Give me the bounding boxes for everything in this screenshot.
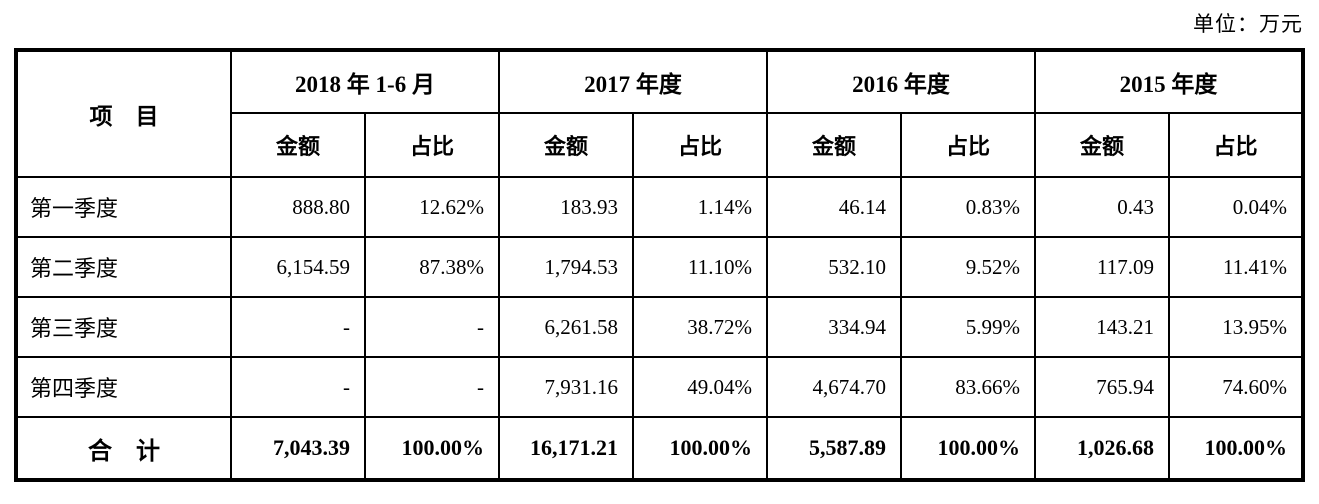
amount-cell: 1,026.68 [1034,416,1171,481]
amount-cell: 7,931.16 [498,356,635,418]
row-label-total: 合 计 [15,416,232,481]
sub-header-ratio-2015: 占比 [1168,112,1305,178]
ratio-cell: 100.00% [1168,416,1305,481]
table-row-q2: 第二季度 6,154.59 87.38% 1,794.53 11.10% 532… [15,236,1305,298]
header-row-subcolumns: 金额 占比 金额 占比 金额 占比 金额 占比 [16,112,1305,178]
amount-cell: - [230,296,366,358]
ratio-cell: 11.41% [1168,236,1305,298]
col-group-2016-header: 2016 年度 [766,49,1037,114]
ratio-cell: 100.00% [900,416,1037,481]
ratio-cell: 49.04% [632,356,769,418]
ratio-cell: 87.38% [363,236,501,298]
amount-cell: 7,043.39 [230,416,366,481]
row-label-q4: 第四季度 [15,356,232,418]
amount-cell: 117.09 [1034,236,1171,298]
amount-cell: - [230,356,366,418]
amount-cell: 334.94 [766,296,903,358]
ratio-cell: 74.60% [1168,356,1305,418]
ratio-cell: 5.99% [900,296,1037,358]
amount-cell: 4,674.70 [766,356,903,418]
amount-cell: 46.14 [766,176,903,238]
amount-cell: 6,261.58 [498,296,635,358]
ratio-cell: 38.72% [632,296,769,358]
ratio-cell: 13.95% [1168,296,1305,358]
header-row-periods: 项 目 2018 年 1-6 月 2017 年度 2016 年度 2015 年度 [15,49,1305,178]
quarterly-revenue-table: 项 目 2018 年 1-6 月 2017 年度 2016 年度 2015 年度… [14,48,1306,482]
ratio-cell: 9.52% [900,236,1037,298]
unit-label: 单位：万元 [1193,12,1303,36]
ratio-cell: 1.14% [632,176,769,238]
ratio-cell: 11.10% [632,236,769,298]
amount-cell: 1,794.53 [498,236,635,298]
sub-header-amount-2018: 金额 [230,112,366,178]
col-group-2015-header: 2015 年度 [1034,49,1305,114]
col-group-2018-header: 2018 年 1-6 月 [229,49,501,114]
sub-header-amount-2015: 金额 [1034,112,1171,178]
ratio-cell: 12.62% [363,176,501,238]
sub-header-amount-2016: 金额 [766,112,903,178]
row-label-q3: 第三季度 [15,296,232,358]
amount-cell: 0.43 [1034,176,1171,238]
row-label-q1: 第一季度 [15,176,232,238]
amount-cell: 6,154.59 [230,236,366,298]
ratio-cell: - [363,296,501,358]
amount-cell: 5,587.89 [766,416,903,481]
sub-header-ratio-2017: 占比 [632,112,769,178]
amount-cell: 888.80 [230,176,366,238]
amount-cell: 532.10 [766,236,903,298]
col-group-2017-header: 2017 年度 [498,49,769,114]
ratio-cell: 100.00% [632,416,769,481]
amount-cell: 143.21 [1034,296,1171,358]
amount-cell: 183.93 [498,176,635,238]
table-row-q3: 第三季度 - - 6,261.58 38.72% 334.94 5.99% 14… [15,296,1305,358]
ratio-cell: - [363,356,501,418]
sub-header-ratio-2016: 占比 [900,112,1037,178]
item-column-header: 项 目 [15,49,232,178]
sub-header-amount-2017: 金额 [498,112,635,178]
row-label-q2: 第二季度 [15,236,232,298]
amount-cell: 16,171.21 [498,416,635,481]
ratio-cell: 83.66% [900,356,1037,418]
table-row-q4: 第四季度 - - 7,931.16 49.04% 4,674.70 83.66%… [15,356,1305,418]
table-row-q1: 第一季度 888.80 12.62% 183.93 1.14% 46.14 0.… [15,176,1305,238]
ratio-cell: 100.00% [363,416,501,481]
table-row-total: 合 计 7,043.39 100.00% 16,171.21 100.00% 5… [15,416,1305,481]
amount-cell: 765.94 [1034,356,1171,418]
ratio-cell: 0.83% [900,176,1037,238]
sub-header-ratio-2018: 占比 [363,112,501,178]
ratio-cell: 0.04% [1168,176,1305,238]
